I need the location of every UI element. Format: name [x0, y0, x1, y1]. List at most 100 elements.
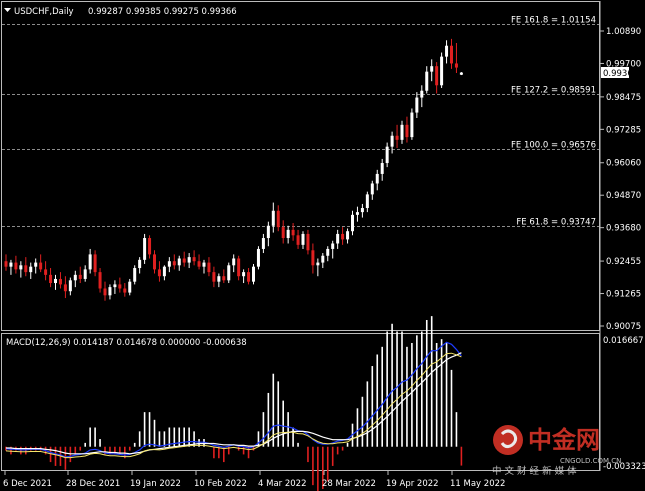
- candle: [197, 254, 201, 270]
- watermark-slogan: 中 文 财 经 新 媒 体: [492, 465, 577, 477]
- candle: [410, 108, 414, 140]
- time-tick-label: 28 Dec 2021: [66, 479, 120, 489]
- time-tick-label: 19 Apr 2022: [386, 479, 439, 489]
- candle: [58, 272, 62, 289]
- candle: [237, 255, 241, 281]
- price-tick-label: 0.91265: [606, 290, 641, 300]
- candle: [430, 59, 434, 82]
- price-tick-label: 0.92455: [606, 257, 641, 267]
- logo-circle-icon: [493, 425, 523, 455]
- candle: [331, 240, 335, 259]
- macd-main-line: [5, 341, 462, 458]
- candle: [24, 257, 28, 277]
- candle: [321, 253, 325, 269]
- candle: [187, 253, 191, 269]
- candle: [326, 246, 330, 262]
- dropdown-triangle-icon[interactable]: [4, 8, 11, 12]
- candle: [385, 142, 389, 168]
- candle: [44, 261, 48, 281]
- candle: [207, 257, 211, 277]
- watermark-brand-cn: 中金网: [528, 426, 600, 454]
- candle: [405, 116, 409, 143]
- candle: [425, 66, 429, 94]
- candle: [395, 124, 399, 149]
- time-tick-label: 10 Feb 2022: [194, 479, 247, 489]
- candle: [247, 268, 251, 285]
- candle: [4, 254, 8, 271]
- candle: [103, 281, 107, 301]
- candle: [128, 278, 132, 296]
- candle: [370, 180, 374, 200]
- price-tick-label: 0.98475: [606, 93, 641, 103]
- candle: [365, 191, 369, 213]
- logo-swirl-icon: [500, 429, 518, 449]
- candle: [286, 225, 290, 244]
- candle: [281, 220, 285, 244]
- fib-level-label: FE 100.0 = 0.96576: [511, 141, 596, 151]
- candle: [73, 270, 77, 288]
- ohlc-values: 0.99287 0.99385 0.99275 0.99366: [88, 7, 237, 17]
- candle: [341, 227, 345, 245]
- watermark-logo: 中金网 CNGOLD.COM.CN 中 文 财 经 新 媒 体: [492, 425, 621, 477]
- candle: [143, 233, 147, 264]
- candle: [63, 276, 67, 299]
- candle: [355, 206, 359, 222]
- candle: [123, 283, 127, 297]
- candle: [88, 248, 92, 274]
- candle: [375, 169, 379, 191]
- time-axis: 6 Dec 2021 28 Dec 2021 19 Jan 2022 10 Feb 2…: [3, 471, 505, 489]
- time-tick-label: 19 Jan 2022: [130, 479, 181, 489]
- candle: [78, 266, 82, 284]
- candle: [435, 62, 439, 94]
- time-tick-label: 6 Dec 2021: [3, 479, 52, 489]
- macd-histogram: [5, 316, 463, 491]
- candle: [113, 280, 117, 294]
- price-tick-label: 0.93680: [606, 224, 641, 234]
- candle: [138, 257, 142, 274]
- candle: [162, 265, 166, 281]
- candle: [182, 251, 186, 267]
- candle: [276, 205, 280, 232]
- watermark-brand-en: CNGOLD.COM.CN: [560, 457, 621, 465]
- price-tick-label: 0.97285: [606, 125, 641, 135]
- time-tick-label: 28 Mar 2022: [322, 479, 376, 489]
- candle: [390, 131, 394, 154]
- main-pane-frame: [1, 1, 600, 331]
- price-tick-label: 0.96060: [606, 159, 641, 169]
- candle: [49, 268, 53, 288]
- candle: [222, 269, 226, 284]
- symbol-label: USDCHF,Daily: [14, 7, 74, 17]
- candle: [14, 255, 18, 274]
- candle: [306, 229, 310, 255]
- price-tick-label: 0.94870: [606, 191, 641, 201]
- fib-level-label: FE 61.8 = 0.93747: [516, 218, 596, 228]
- candle: [83, 265, 87, 282]
- price-candles: [4, 38, 463, 301]
- candle: [440, 52, 444, 89]
- candle: [360, 203, 364, 218]
- candle: [291, 223, 295, 241]
- price-tick-label: 0.90075: [606, 322, 641, 332]
- current-price-badge: 0.99366: [601, 67, 638, 79]
- candle: [93, 250, 97, 277]
- chart-header[interactable]: USDCHF,Daily 0.99287 0.99385 0.99275 0.9…: [4, 7, 237, 17]
- candle: [153, 250, 156, 274]
- candle: [415, 92, 419, 119]
- candle: [242, 269, 246, 284]
- candle: [29, 262, 33, 279]
- fibonacci-levels: FE 161.8 = 1.01154 FE 127.2 = 0.98591 FE 1…: [2, 16, 599, 228]
- candle: [157, 261, 161, 282]
- candle: [400, 120, 404, 144]
- fib-level-label: FE 127.2 = 0.98591: [511, 86, 596, 96]
- candle: [34, 258, 38, 274]
- candle: [271, 202, 275, 233]
- price-axis: 1.00890 0.99700 0.98475 0.97285 0.96060 0.948…: [600, 27, 641, 332]
- candle: [202, 259, 206, 274]
- price-tick-label: 1.00890: [606, 27, 641, 37]
- candle: [351, 210, 354, 236]
- candle: [256, 246, 260, 270]
- macd-label: MACD(12,26,9) 0.014187 0.014678 0.000000…: [6, 338, 247, 348]
- time-tick-label: 4 Mar 2022: [258, 479, 306, 489]
- candle: [252, 263, 255, 285]
